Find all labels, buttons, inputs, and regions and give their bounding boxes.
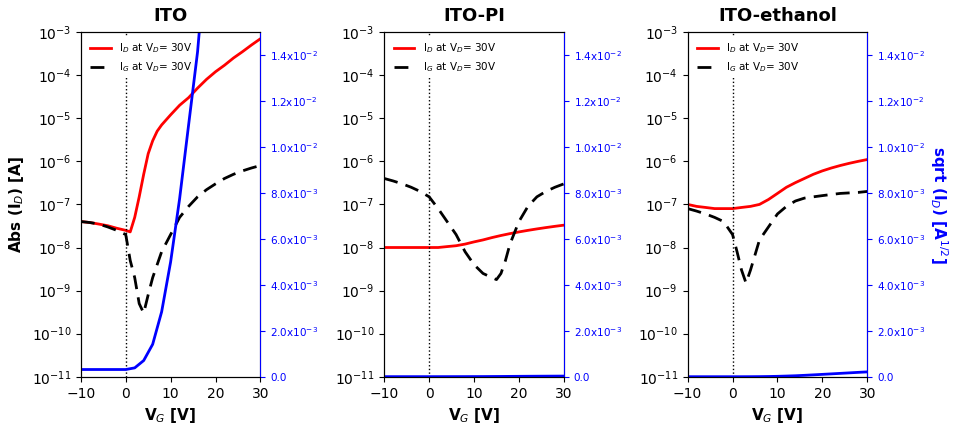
Y-axis label: sqrt (I$_D$) [A$^{1/2}$]: sqrt (I$_D$) [A$^{1/2}$] [928, 146, 950, 263]
Y-axis label: Abs (I$_D$) [A]: Abs (I$_D$) [A] [7, 156, 26, 253]
Legend: I$_D$ at V$_D$= 30V, I$_G$ at V$_D$= 30V: I$_D$ at V$_D$= 30V, I$_G$ at V$_D$= 30V [693, 37, 804, 78]
Title: ITO-ethanol: ITO-ethanol [718, 7, 836, 25]
Legend: I$_D$ at V$_D$= 30V, I$_G$ at V$_D$= 30V: I$_D$ at V$_D$= 30V, I$_G$ at V$_D$= 30V [86, 37, 197, 78]
X-axis label: V$_G$ [V]: V$_G$ [V] [145, 406, 197, 425]
Legend: I$_D$ at V$_D$= 30V, I$_G$ at V$_D$= 30V: I$_D$ at V$_D$= 30V, I$_G$ at V$_D$= 30V [389, 37, 501, 78]
Title: ITO: ITO [153, 7, 188, 25]
X-axis label: V$_G$ [V]: V$_G$ [V] [751, 406, 804, 425]
X-axis label: V$_G$ [V]: V$_G$ [V] [448, 406, 501, 425]
Title: ITO-PI: ITO-PI [443, 7, 505, 25]
